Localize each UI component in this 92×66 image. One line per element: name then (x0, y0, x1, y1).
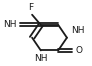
Text: O: O (76, 46, 83, 55)
Text: NH: NH (3, 20, 16, 29)
Text: NH: NH (34, 54, 48, 63)
Text: NH: NH (71, 26, 85, 35)
Text: F: F (28, 3, 33, 12)
